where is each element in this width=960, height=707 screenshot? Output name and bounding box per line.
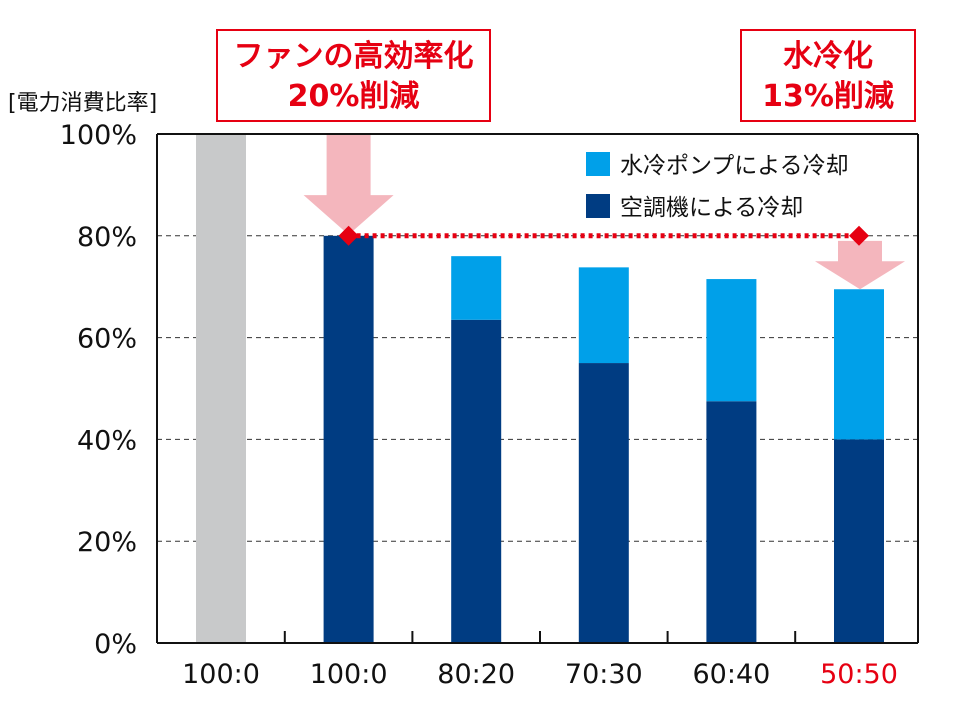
y-tick-label: 20% <box>77 527 137 558</box>
x-tick-label: 70:30 <box>565 659 643 690</box>
grid-lines <box>157 235 918 542</box>
bar-aircon-segment <box>323 235 374 644</box>
baseline-bar <box>196 134 246 643</box>
bar-aircon-segment <box>706 401 757 643</box>
y-axis-label: [電力消費比率] <box>8 91 158 116</box>
water-cooling-callout: 水冷化 13%削減 <box>740 29 916 122</box>
y-tick-label: 60% <box>77 324 137 355</box>
water-callout-line-1: 水冷化 <box>783 39 873 74</box>
reference-diamond-marker <box>338 225 359 246</box>
legend-label: 水冷ポンプによる冷却 <box>620 153 849 179</box>
bar-water-pump-segment <box>706 279 757 402</box>
legend-swatch <box>586 152 610 176</box>
annotation-overlay <box>303 134 905 290</box>
x-tick-label: 100:0 <box>182 659 260 690</box>
fan-callout-line-1: ファンの高効率化 <box>233 39 474 74</box>
fan-efficiency-callout: ファンの高効率化 20%削減 <box>216 29 491 122</box>
bar-water-pump-segment <box>578 267 629 364</box>
y-tick-label: 0% <box>94 629 137 660</box>
water-arrow <box>815 240 905 290</box>
reference-diamond-marker <box>849 225 869 246</box>
bar-aircon-segment <box>451 319 502 643</box>
legend-swatch <box>586 194 610 218</box>
axes: 0% 20% 40% 60% 80% 100% 100:0 100:0 80:20 70:30 60… <box>60 120 919 690</box>
bar-aircon-segment <box>834 439 884 643</box>
water-callout-line-2: 13%削減 <box>762 79 894 114</box>
fan-arrow <box>303 134 394 235</box>
y-tick-label: 80% <box>77 222 137 253</box>
bar-water-pump-segment <box>451 256 502 320</box>
legend-label: 空調機による冷却 <box>620 195 803 221</box>
bars-layer <box>196 134 884 644</box>
x-tick-label: 50:50 <box>820 659 898 690</box>
x-tick-label: 60:40 <box>692 659 770 690</box>
bar-aircon-segment <box>578 363 629 643</box>
y-tick-label: 40% <box>77 425 137 456</box>
x-tick-label: 80:20 <box>437 659 515 690</box>
y-tick-label: 100% <box>60 120 137 151</box>
fan-callout-line-2: 20%削減 <box>287 79 420 114</box>
x-tick-label: 100:0 <box>310 659 388 690</box>
bar-water-pump-segment <box>834 289 884 440</box>
